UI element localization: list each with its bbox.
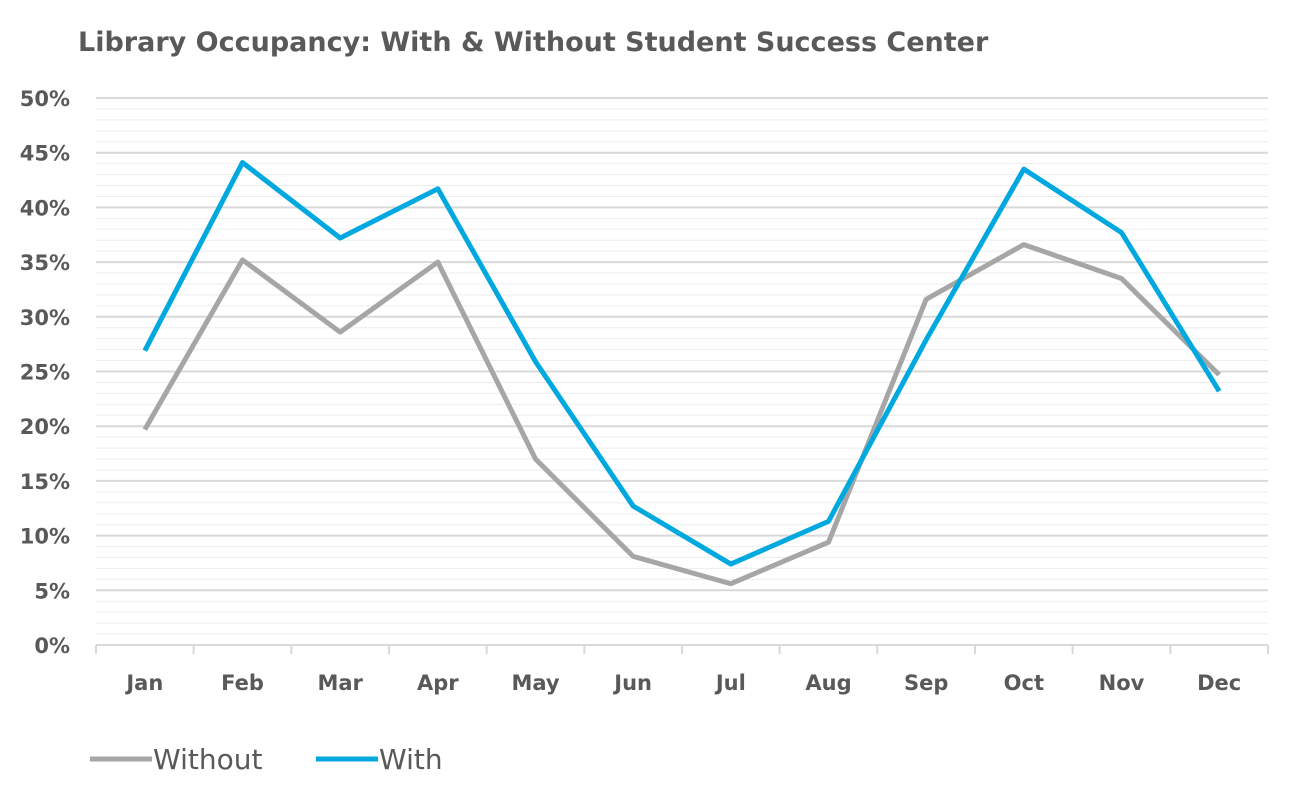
- x-tick-label: Sep: [904, 671, 948, 695]
- x-tick-label: Jan: [124, 671, 163, 695]
- x-tick-label: Oct: [1004, 671, 1044, 695]
- legend-label-with: With: [379, 743, 443, 776]
- grid-lines: [96, 97, 1268, 635]
- x-tick-label: Nov: [1099, 671, 1145, 695]
- axes: 0% 5% 10% 15% 20% 25% 30% 35% 40% 45% 50% Jan Feb Mar…: [20, 87, 1269, 695]
- x-tick-label: Feb: [221, 671, 264, 695]
- chart-title: Library Occupancy: With & Without Studen…: [78, 27, 989, 58]
- x-tick-label: Jun: [612, 671, 652, 695]
- x-tick-label: Aug: [805, 671, 851, 695]
- y-tick-label: 20%: [20, 415, 70, 439]
- x-tick-label: Mar: [317, 671, 363, 695]
- y-tick-label: 5%: [34, 579, 70, 603]
- x-tick-label: May: [511, 671, 559, 695]
- y-tick-label: 30%: [20, 306, 70, 330]
- y-tick-label: 25%: [20, 361, 70, 385]
- legend: Without With: [90, 743, 443, 776]
- y-tick-label: 15%: [20, 470, 70, 494]
- y-tick-label: 35%: [20, 251, 70, 275]
- legend-label-without: Without: [153, 743, 262, 776]
- y-tick-label: 40%: [20, 196, 70, 220]
- series-line-with: [142, 160, 1222, 567]
- series-layer: [142, 160, 1222, 587]
- y-tick-label: 50%: [20, 87, 70, 111]
- x-tick-label: Dec: [1197, 671, 1241, 695]
- y-tick-label: 0%: [34, 634, 70, 658]
- series-line-without: [142, 242, 1221, 587]
- x-tick-label: Apr: [417, 671, 459, 695]
- y-tick-label: 45%: [20, 142, 70, 166]
- x-tick-label: Jul: [714, 671, 746, 695]
- y-tick-label: 10%: [20, 525, 70, 549]
